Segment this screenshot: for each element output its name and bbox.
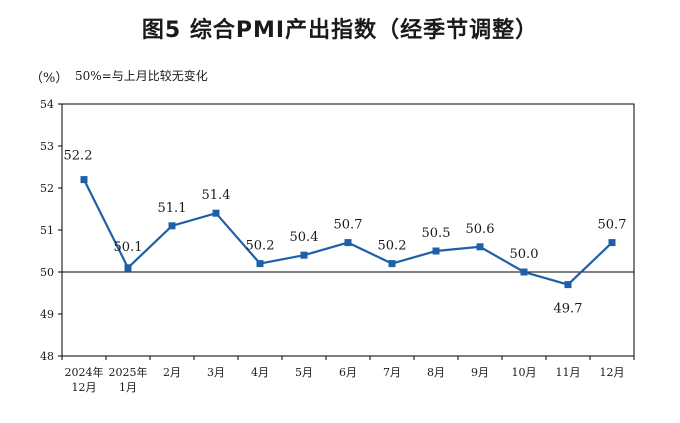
data-label: 50.4 xyxy=(290,230,319,245)
data-point xyxy=(124,264,132,272)
x-tick-label: 2025年 xyxy=(109,365,148,379)
data-point xyxy=(608,239,616,247)
data-point xyxy=(80,176,88,184)
x-tick-label: 9月 xyxy=(471,366,489,379)
data-point xyxy=(344,239,352,247)
x-tick-label: 5月 xyxy=(295,366,313,379)
data-label: 49.7 xyxy=(554,302,583,317)
data-label: 50.1 xyxy=(114,240,143,255)
x-tick-label: 12月 xyxy=(72,381,97,394)
chart-title: 图5 综合PMI产出指数（经季节调整） xyxy=(141,18,539,43)
y-tick-label: 54 xyxy=(40,98,54,111)
x-tick-label: 11月 xyxy=(556,366,581,379)
x-tick-label: 12月 xyxy=(600,366,625,379)
data-point xyxy=(564,281,572,289)
data-point xyxy=(212,209,220,217)
data-point xyxy=(168,222,176,230)
x-tick-label: 7月 xyxy=(383,366,401,379)
y-tick-label: 51 xyxy=(40,224,54,237)
y-tick-label: 52 xyxy=(40,182,54,195)
y-axis-unit: （%） xyxy=(30,71,69,86)
x-tick-label: 2月 xyxy=(163,366,181,379)
data-point xyxy=(476,243,484,251)
y-tick-label: 49 xyxy=(40,308,54,321)
data-point xyxy=(256,260,264,268)
y-tick-label: 50 xyxy=(40,266,54,279)
x-tick-label: 2024年 xyxy=(65,365,104,379)
x-tick-label: 6月 xyxy=(339,366,357,379)
data-point xyxy=(520,268,528,276)
data-label: 50.5 xyxy=(422,226,451,241)
data-label: 50.6 xyxy=(466,222,495,237)
x-tick-label: 3月 xyxy=(207,366,225,379)
data-label: 50.0 xyxy=(510,247,539,262)
y-tick-label: 53 xyxy=(40,140,54,153)
x-tick-label: 1月 xyxy=(119,381,137,394)
x-tick-label: 8月 xyxy=(427,366,445,379)
data-label: 51.4 xyxy=(202,188,231,203)
data-point xyxy=(388,260,396,268)
data-label: 51.1 xyxy=(158,201,187,216)
data-point xyxy=(432,247,440,255)
y-tick-label: 48 xyxy=(40,350,54,363)
data-label: 50.7 xyxy=(334,218,363,233)
data-label: 50.2 xyxy=(378,239,407,254)
data-point xyxy=(300,251,308,259)
reference-note: 50%=与上月比较无变化 xyxy=(75,69,208,83)
x-tick-label: 4月 xyxy=(251,366,269,379)
data-label: 52.2 xyxy=(64,149,93,164)
x-tick-label: 10月 xyxy=(512,366,537,379)
data-label: 50.2 xyxy=(246,239,275,254)
data-label: 50.7 xyxy=(598,218,627,233)
